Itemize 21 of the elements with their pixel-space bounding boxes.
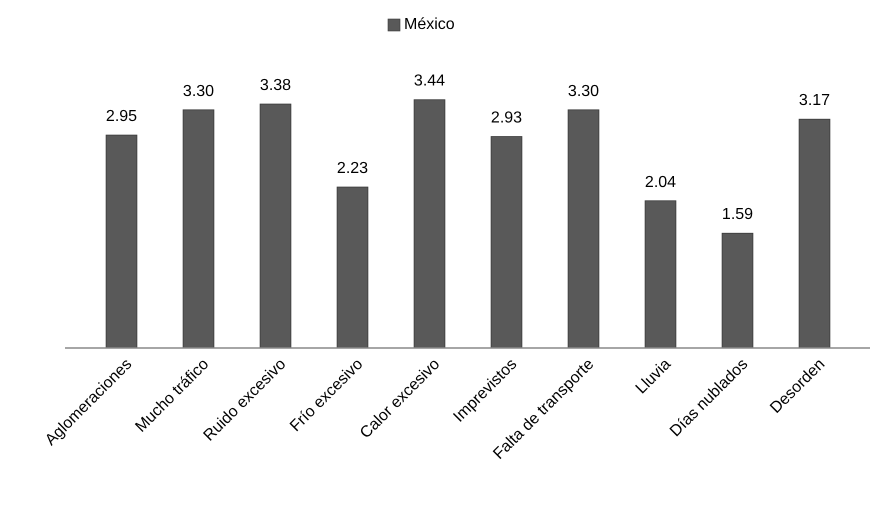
data-label: 3.17 [798, 92, 830, 110]
bar [490, 136, 522, 348]
legend-label: México [404, 16, 455, 34]
bar [260, 104, 292, 348]
bar [182, 109, 214, 348]
data-label: 3.38 [260, 77, 292, 94]
bar [106, 134, 138, 348]
bar [414, 99, 446, 348]
data-label: 3.30 [568, 82, 600, 100]
bar [722, 232, 754, 348]
data-label: 2.93 [490, 110, 522, 127]
data-label: 3.30 [182, 82, 214, 100]
data-label: 2.23 [336, 160, 368, 178]
data-label: 1.59 [722, 206, 754, 224]
bar [336, 186, 368, 348]
bar [644, 200, 676, 348]
data-label: 3.44 [414, 72, 446, 90]
bar [568, 109, 600, 348]
data-label: 2.04 [644, 174, 676, 191]
bar [798, 118, 830, 348]
data-label: 2.95 [106, 108, 138, 126]
